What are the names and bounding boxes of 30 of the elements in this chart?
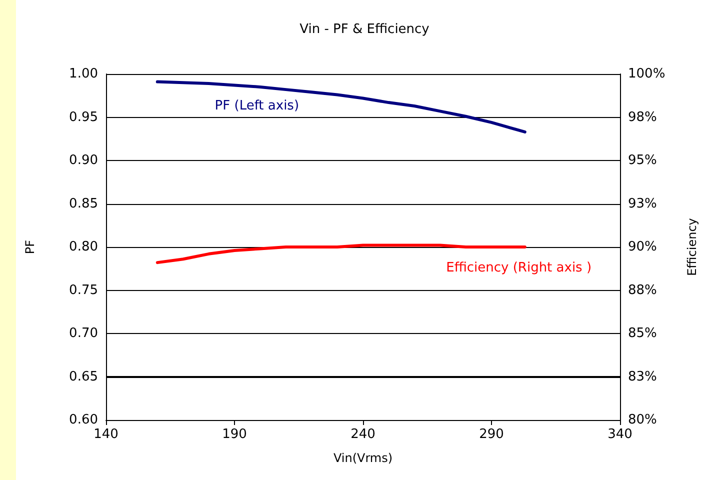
y-tick-label: 0.75 xyxy=(69,282,98,298)
y2-tick-label: 85% xyxy=(628,326,657,341)
y2-tick-label: 95% xyxy=(628,153,657,168)
y2-tick-label: 100% xyxy=(628,66,666,82)
x-tick-label: 340 xyxy=(608,427,632,442)
y-tick-label: 1.00 xyxy=(69,66,98,82)
y2-tick-label: 98% xyxy=(628,110,657,125)
x-axis-title: Vin(Vrms) xyxy=(333,451,393,465)
y-tick-label: 0.95 xyxy=(69,110,98,125)
series-label: PF (Left axis) xyxy=(214,98,300,114)
y2-tick-label: 80% xyxy=(628,412,657,428)
y-tick-label: 0.80 xyxy=(69,240,98,254)
x-tick-label: 190 xyxy=(222,427,247,442)
y2-tick-label: 88% xyxy=(628,282,657,298)
series-label: Efficiency (Right axis ) xyxy=(446,260,592,276)
y2-axis-title: Efficiency xyxy=(685,218,699,276)
x-tick-label: 290 xyxy=(479,427,504,442)
y2-tick-label: 83% xyxy=(628,369,657,384)
y-tick-label: 0.60 xyxy=(69,412,98,428)
y2-tick-label: 93% xyxy=(628,196,657,212)
y-tick-label: 0.90 xyxy=(69,153,98,168)
chart-title: Vin - PF & Efficiency xyxy=(300,22,430,37)
y-axis-title: PF xyxy=(23,240,37,254)
line-series xyxy=(156,80,526,134)
y-tick-label: 0.70 xyxy=(69,326,98,341)
y-tick-label: 0.65 xyxy=(69,369,98,384)
x-tick-label: 240 xyxy=(350,427,376,442)
y-tick-label: 0.85 xyxy=(69,196,98,212)
y2-tick-label: 90% xyxy=(628,240,657,254)
x-tick-label: 140 xyxy=(94,427,118,442)
